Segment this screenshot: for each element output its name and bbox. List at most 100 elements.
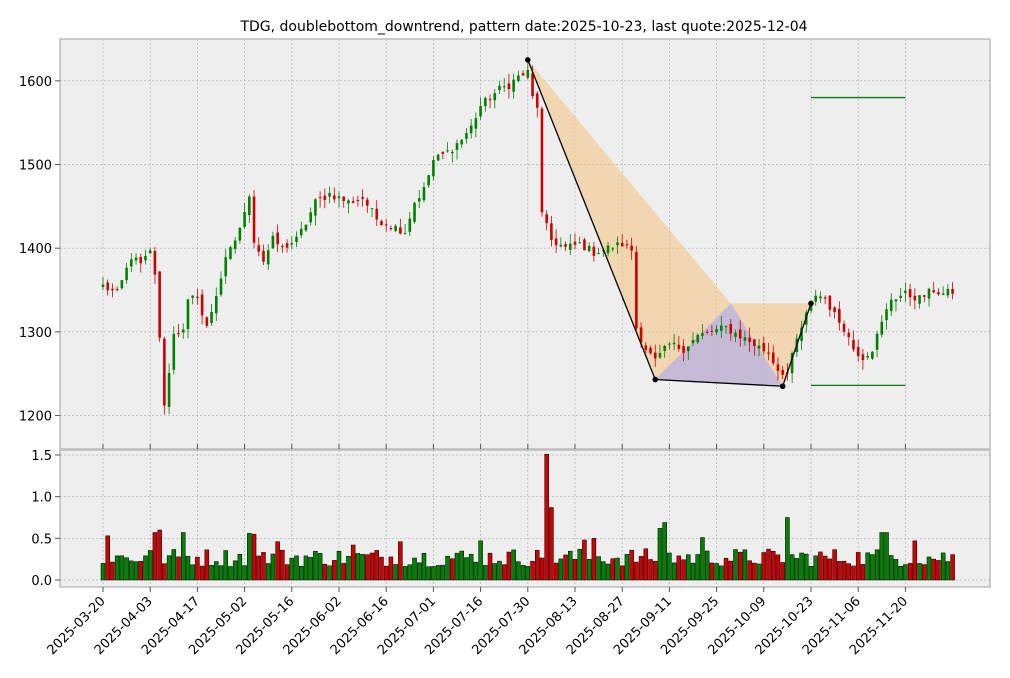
volume-bar [586,559,592,581]
volume-bar [648,559,653,581]
price-y-tick-label: 1300 [19,326,52,341]
volume-bar [445,555,450,581]
candle-body [252,196,256,243]
candle-body [375,208,379,220]
candle-body [186,299,190,330]
volume-bar [416,562,422,581]
chart-title: TDG, doublebottom_downtrend, pattern dat… [239,19,807,35]
volume-bar [483,565,488,581]
candle-body [880,321,884,335]
candle-body [101,284,105,288]
volume-bar [775,554,781,581]
volume-bar [218,565,224,581]
volume-bar [596,556,601,581]
volume-bar [383,565,389,581]
volume-bar [931,558,936,581]
volume-bar [450,558,455,581]
candle-body [526,69,530,78]
volume-bar [468,553,474,581]
candle-body [724,326,728,328]
volume-bar [893,559,899,581]
candle-body [937,292,940,295]
volume-bar [723,558,729,581]
pattern-line [527,59,812,387]
candle-body [332,195,336,200]
volume-bar [690,562,696,581]
candle-body [927,288,931,299]
volume-bar [346,556,351,581]
volume-bar [369,552,375,581]
candle-body [384,224,388,226]
candle-body [672,342,676,345]
volume-bar [294,555,299,581]
volume-bar [119,555,125,581]
volume-bar [832,549,837,581]
volume-bar [709,562,715,581]
candle-body [729,323,733,334]
candle-body [134,257,138,261]
candle-body [323,195,327,200]
volume-bar [247,533,252,581]
volume-bar [837,561,842,581]
volume-bar [133,561,139,581]
volume-bar [737,551,743,581]
candle-body [866,355,869,358]
candle-body [139,256,143,264]
volume-bar [794,558,800,581]
volume-bar [766,548,771,581]
volume-bar [209,565,214,581]
volume-bar [516,561,521,581]
volume-bar [171,549,177,581]
volume-bar [100,563,106,581]
candle-body [304,224,308,231]
volume-bar [879,532,885,581]
volume-bar [478,540,483,581]
volume-bar [152,532,158,581]
volume-bar [129,560,134,581]
candle-body [630,245,633,251]
volume-bar [676,555,682,581]
volume-bar [421,553,427,581]
volume-bar [190,564,195,581]
candle-body [460,139,464,145]
candle-body [814,295,818,302]
volume-bar [313,550,318,581]
volume-bar [926,556,932,581]
volume-bar [412,557,417,581]
volume-bar [728,560,734,581]
price-panel: 1200 1300 1400 1500 1600 [19,38,991,450]
candle-body [922,295,926,297]
volume-bar [605,563,611,581]
volume-bar [143,555,148,581]
volume-bar [459,550,464,581]
candle-body [767,352,770,354]
candle-body [337,196,341,199]
volume-bar [511,549,516,581]
candle-body [498,85,501,91]
volume-bar [298,565,304,581]
candle-body [951,288,954,294]
volume-bar [280,549,285,581]
candle-body [743,337,747,341]
candle-body [748,337,751,343]
volume-bar [332,560,337,581]
candle-body [696,334,700,343]
candle-body [663,345,666,352]
candle-body [290,243,294,245]
price-y-tick-label: 1600 [19,75,52,90]
volume-bar [365,554,370,581]
price-y-tick-label: 1200 [19,410,52,425]
volume-bar [336,550,342,581]
volume-bar [232,560,238,581]
volume-bar [870,554,875,581]
volume-bar [492,563,498,581]
candle-body [417,198,421,202]
candle-body [871,351,874,359]
candle-body [639,327,643,343]
volume-y-tick-label: 0.0 [31,574,52,589]
volume-bar [780,562,785,581]
volume-bar [874,549,880,581]
candle-body [894,299,898,302]
x-axis: 2025-03-202025-04-032025-04-172025-05-02… [45,587,911,658]
